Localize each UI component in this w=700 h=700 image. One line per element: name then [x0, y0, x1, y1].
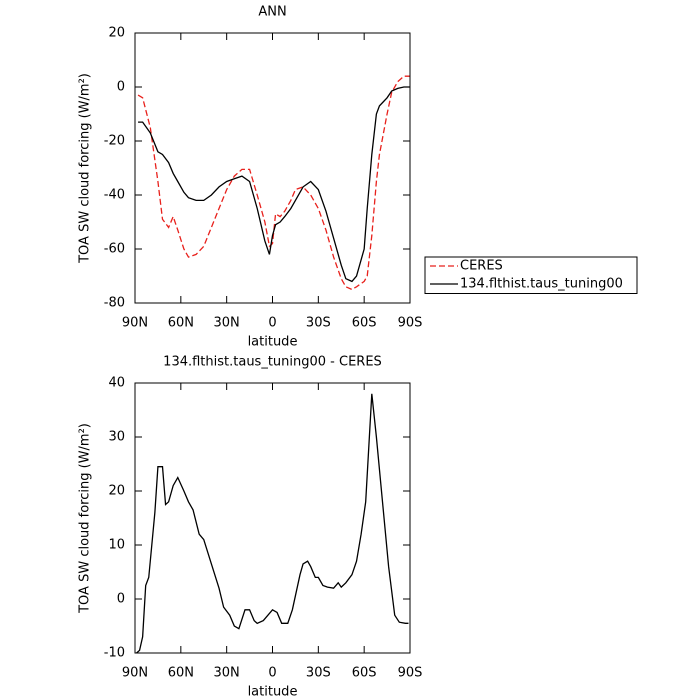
y-tick-label: 10 — [108, 538, 125, 553]
y-axis-label: TOA SW cloud forcing (W/m²) — [78, 73, 93, 264]
x-tick-label: 60N — [168, 666, 194, 681]
x-tick-label: 30N — [214, 316, 240, 331]
y-tick-label: -20 — [104, 134, 125, 149]
y-tick-label: -60 — [104, 242, 125, 257]
x-tick-label: 90S — [398, 666, 423, 681]
x-tick-label: 0 — [268, 316, 276, 331]
chart-title: 134.flthist.taus_tuning00 - CERES — [163, 355, 382, 370]
x-tick-label: 60N — [168, 316, 194, 331]
x-tick-label: 30S — [306, 316, 331, 331]
y-tick-label: 20 — [108, 26, 125, 41]
x-tick-label: 60S — [352, 666, 377, 681]
legend-label: 134.flthist.taus_tuning00 — [460, 277, 623, 292]
y-tick-label: 40 — [108, 376, 125, 391]
y-tick-label: 30 — [108, 430, 125, 445]
x-tick-label: 90S — [398, 316, 423, 331]
legend-label: CERES — [460, 259, 503, 274]
data-line — [137, 75, 410, 291]
x-tick-label: 0 — [268, 666, 276, 681]
data-line — [138, 86, 410, 283]
y-tick-label: 20 — [108, 484, 125, 499]
x-tick-label: 30S — [306, 666, 331, 681]
plot-frame — [134, 32, 411, 304]
y-tick-label: 0 — [117, 80, 125, 95]
y-tick-label: -40 — [104, 188, 125, 203]
data-line — [136, 393, 409, 653]
chart-title: ANN — [258, 5, 286, 20]
y-tick-label: 0 — [117, 592, 125, 607]
x-tick-label: 90N — [122, 316, 148, 331]
legend-box — [424, 256, 638, 294]
x-tick-label: 90N — [122, 666, 148, 681]
x-axis-label: latitude — [248, 685, 298, 700]
y-tick-label: -80 — [104, 296, 125, 311]
plot-frame — [134, 382, 411, 654]
x-tick-label: 30N — [214, 666, 240, 681]
x-axis-label: latitude — [248, 335, 298, 350]
x-tick-label: 60S — [352, 316, 377, 331]
y-axis-label: TOA SW cloud forcing (W/m²) — [78, 423, 93, 614]
y-tick-label: -10 — [104, 646, 125, 661]
